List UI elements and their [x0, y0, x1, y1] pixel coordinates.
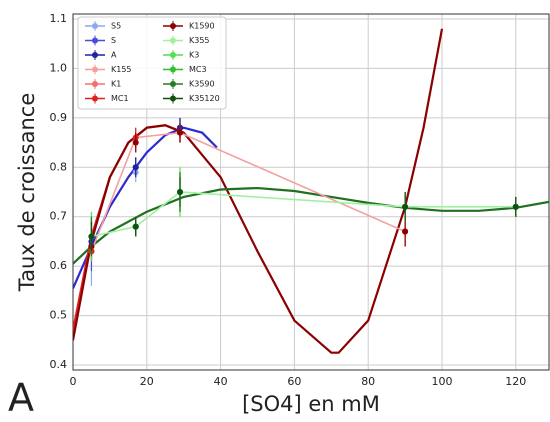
y-tick-label: 1.1 [50, 12, 68, 25]
legend-marker [170, 23, 176, 29]
plot [73, 28, 549, 354]
x-tick-label: 80 [361, 375, 375, 388]
legend-label: K1590 [189, 22, 215, 31]
y-tick-label: 1.0 [50, 61, 68, 74]
y-tick-label: 0.4 [50, 358, 68, 371]
x-tick-label: 20 [140, 375, 154, 388]
legend-marker [92, 52, 98, 58]
legend-marker [92, 23, 98, 29]
y-tick-label: 0.7 [50, 210, 68, 223]
y-tick-label: 0.9 [50, 111, 68, 124]
point [512, 203, 519, 210]
panel-label: A [8, 376, 34, 420]
point [132, 164, 139, 171]
y-axis-label: Taux de croissance [15, 93, 39, 293]
y-tick-label: 0.8 [50, 160, 68, 173]
legend-label: K1 [111, 80, 121, 89]
point [402, 203, 409, 210]
fit-curve [73, 126, 218, 289]
legend-label: K3590 [189, 80, 215, 89]
y-tick-label: 0.5 [50, 309, 68, 322]
x-tick-label: 60 [287, 375, 301, 388]
legend-marker [170, 52, 176, 58]
legend-marker [170, 81, 176, 87]
x-tick-label: 120 [505, 375, 526, 388]
legend-label: S [111, 36, 116, 45]
fit-curve [73, 186, 549, 265]
legend-marker [92, 81, 98, 87]
fit-curve [73, 28, 444, 354]
legend-label: S5 [111, 22, 121, 31]
legend-marker [92, 95, 98, 102]
x-tick-label: 0 [70, 375, 77, 388]
x-tick-label: 40 [214, 375, 228, 388]
x-tick-label: 100 [431, 375, 452, 388]
legend-label: K35120 [189, 94, 220, 103]
legend-marker [92, 37, 98, 44]
series-line [90, 131, 406, 252]
legend-label: MC1 [111, 94, 129, 103]
legend-marker [92, 66, 98, 73]
y-tick-label: 0.6 [50, 259, 68, 272]
legend-label: K355 [189, 36, 210, 45]
x-axis-label: [SO4] en mM [242, 392, 380, 416]
point [402, 228, 409, 235]
point [132, 223, 139, 230]
series-line [91, 191, 516, 238]
legend-marker [170, 66, 176, 73]
legend-label: K3 [189, 51, 199, 60]
legend-marker [170, 95, 176, 102]
legend-box [77, 16, 227, 110]
plot-frame [72, 13, 550, 371]
point [132, 139, 139, 146]
point [177, 129, 184, 136]
point [177, 189, 184, 195]
legend-marker [170, 37, 176, 44]
legend-label: K155 [111, 65, 132, 74]
legend-label: MC3 [189, 65, 207, 74]
point [88, 233, 95, 240]
legend-label: A [111, 51, 117, 60]
